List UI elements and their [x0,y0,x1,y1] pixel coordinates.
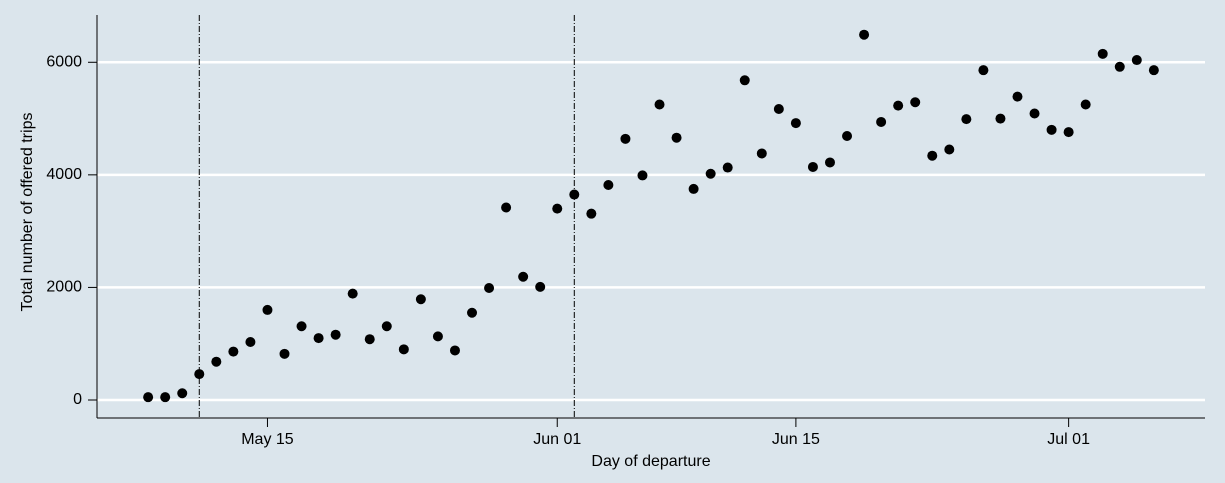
x-axis-title: Day of departure [591,453,710,470]
point [927,150,938,161]
point [364,334,375,345]
point [688,183,699,194]
point [381,321,392,332]
y-tick-label: 2000 [46,279,82,296]
point [398,344,409,355]
point [739,75,750,86]
point [586,208,597,219]
point [944,144,955,155]
point [893,100,904,111]
point [194,369,205,380]
point [790,118,801,129]
y-tick-label: 6000 [46,53,82,70]
point [415,294,426,305]
point [1114,61,1125,72]
point [330,329,341,340]
y-tick-label: 4000 [46,166,82,183]
y-axis-title: Total number of offered trips [19,113,36,312]
point [432,331,443,342]
point [501,202,512,213]
point [262,304,273,315]
point [518,271,529,282]
point [177,388,188,399]
x-tick-label: Jun 01 [533,431,581,448]
point [961,114,972,125]
x-tick-label: Jun 15 [772,431,820,448]
point [773,103,784,114]
point [1097,48,1108,59]
point [1063,127,1074,138]
point [620,133,631,144]
point [722,162,733,173]
point [807,161,818,172]
y-tick-label: 0 [73,391,82,408]
point [347,288,358,299]
point [671,132,682,143]
point [535,281,546,292]
point [279,348,290,359]
point [842,131,853,142]
point [467,307,478,318]
point [143,392,154,403]
x-tick-label: May 15 [241,431,294,448]
point [824,157,835,168]
point [859,29,870,40]
point [910,97,921,108]
point [228,346,239,357]
point [995,113,1006,124]
point [313,333,324,344]
point [552,203,563,214]
point [603,179,614,190]
point [1012,91,1023,102]
x-tick-label: Jul 01 [1047,431,1090,448]
point [1029,108,1040,119]
point [978,65,989,76]
point [245,337,256,348]
point [211,356,222,367]
point [449,345,460,356]
point [876,116,887,127]
point [1148,65,1159,76]
point [484,282,495,293]
point [160,392,171,403]
point [296,321,307,332]
point [756,148,767,159]
point [654,99,665,110]
point [705,168,716,179]
point [1131,55,1142,66]
point [637,170,648,181]
point [569,189,580,200]
point [1046,124,1057,135]
point [1080,99,1091,110]
